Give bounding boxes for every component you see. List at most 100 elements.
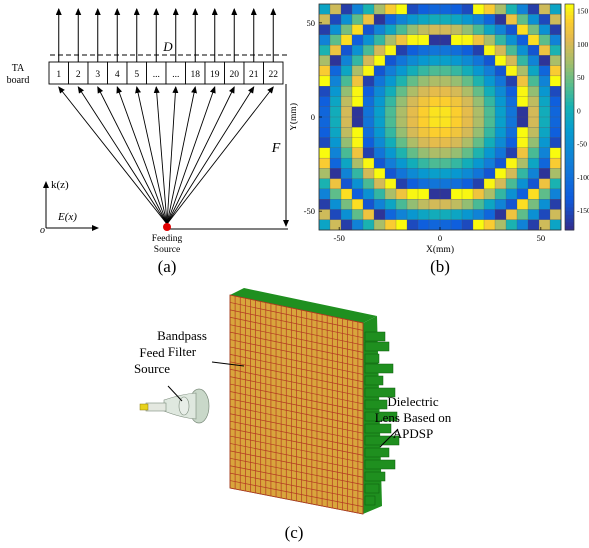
heatmap-cell [516,147,529,159]
heatmap-cell [516,127,529,138]
d-label: D [162,39,173,54]
colorbar-segment [565,128,574,133]
heatmap-cell [318,199,331,210]
heatmap-cell [351,96,364,108]
heatmap-cell [538,178,551,190]
heatmap-cell [527,199,540,210]
heatmap-cell [373,168,386,179]
colorbar-tick-label: 150 [577,7,589,16]
heatmap-cell [395,75,408,87]
heatmap-cell [406,178,419,190]
panel-c-3d-model: Bandpass Filter Feed Source Dielectric L… [134,288,452,542]
heatmap-cell [527,14,540,25]
heatmap-cell [549,116,562,128]
lens-step-block [364,495,376,506]
heatmap-cell [351,199,364,210]
heatmap-cell [516,65,529,77]
heatmap-cell [439,65,452,77]
board-cell-label: 2 [76,70,81,80]
heatmap-cell [439,116,452,128]
heatmap-cell [461,106,474,118]
heatmap-cell [351,157,364,169]
heatmap-cell [516,106,529,118]
heatmap-cell [395,34,408,46]
caption-a: (a) [158,257,177,276]
heatmap-cell [340,44,353,56]
heatmap-cell [318,44,331,56]
heatmap-cell [505,157,518,169]
heatmap-cell [505,3,518,15]
heatmap-cell [549,199,562,210]
heatmap-cell [362,14,375,25]
heatmap-cell [527,86,540,97]
filter-grid-line [229,465,364,493]
lens-step-block [364,331,386,342]
heatmap-cell [384,75,397,87]
colorbar-segment [565,56,574,61]
heatmap-cell [384,137,397,149]
heatmap-cell [450,106,463,118]
heatmap-cell [318,65,331,77]
heatmap-cell [494,44,507,56]
heatmap-cell [362,65,375,77]
colorbar-segment [565,79,574,84]
heatmap-cell [483,157,496,169]
heatmap-cell [549,65,562,77]
heatmap-cell [494,147,507,159]
heatmap-cell [549,188,562,200]
heatmap-cell [483,137,496,149]
bandpass-label-line1: Bandpass [157,328,207,343]
heatmap-cell [494,34,507,46]
colorbar-segment [565,109,574,114]
heatmap-cell [461,96,474,108]
heatmap-cell [439,137,452,149]
heatmap-cell [450,24,463,36]
feed-ray [77,86,168,225]
heatmap-cell [406,157,419,169]
heatmap-cell [450,34,463,46]
heatmap-cell [527,55,540,66]
bandpass-filter [229,294,364,515]
heatmap-cell [340,14,353,25]
heatmap-cell [384,168,397,179]
heatmap-cell [373,106,386,118]
heatmap-cell [428,219,441,231]
heatmap-cell [472,199,485,210]
heatmap-cell [450,199,463,210]
heatmap-cell [395,86,408,97]
heatmap-cell [428,178,441,190]
heatmap-cell [472,219,485,231]
heatmap-cell [549,86,562,97]
heatmap-cell [395,168,408,179]
heatmap-cell [351,86,364,97]
heatmap-cell [538,34,551,46]
board-cell-label: 20 [230,70,240,80]
heatmap-cell [351,65,364,77]
colorbar-segment [565,169,574,174]
heatmap-cell [494,127,507,138]
heatmap-cell [406,75,419,87]
heatmap-cell [461,157,474,169]
heatmap-cell [516,44,529,56]
colorbar-tick-label: -100 [577,173,589,182]
heatmap-cell [483,147,496,159]
heatmap-cell [483,65,496,77]
colorbar-segment [565,147,574,152]
heatmap-cell [549,157,562,169]
x-tick-label: 50 [537,233,546,243]
heatmap-cell [384,55,397,66]
heatmap-cell [472,188,485,200]
heatmap-cell [428,147,441,159]
filter-grid-line [229,420,364,449]
heatmap-cell [340,96,353,108]
heatmap-cell [494,75,507,87]
heatmap-cell [318,188,331,200]
heatmap-cell [483,219,496,231]
heatmap-cell [527,75,540,87]
heatmap-cell [395,65,408,77]
heatmap-cell [505,199,518,210]
heatmap-cell [395,116,408,128]
feed-ray [166,86,255,225]
heatmap-cell [395,14,408,25]
heatmap-cell [340,188,353,200]
